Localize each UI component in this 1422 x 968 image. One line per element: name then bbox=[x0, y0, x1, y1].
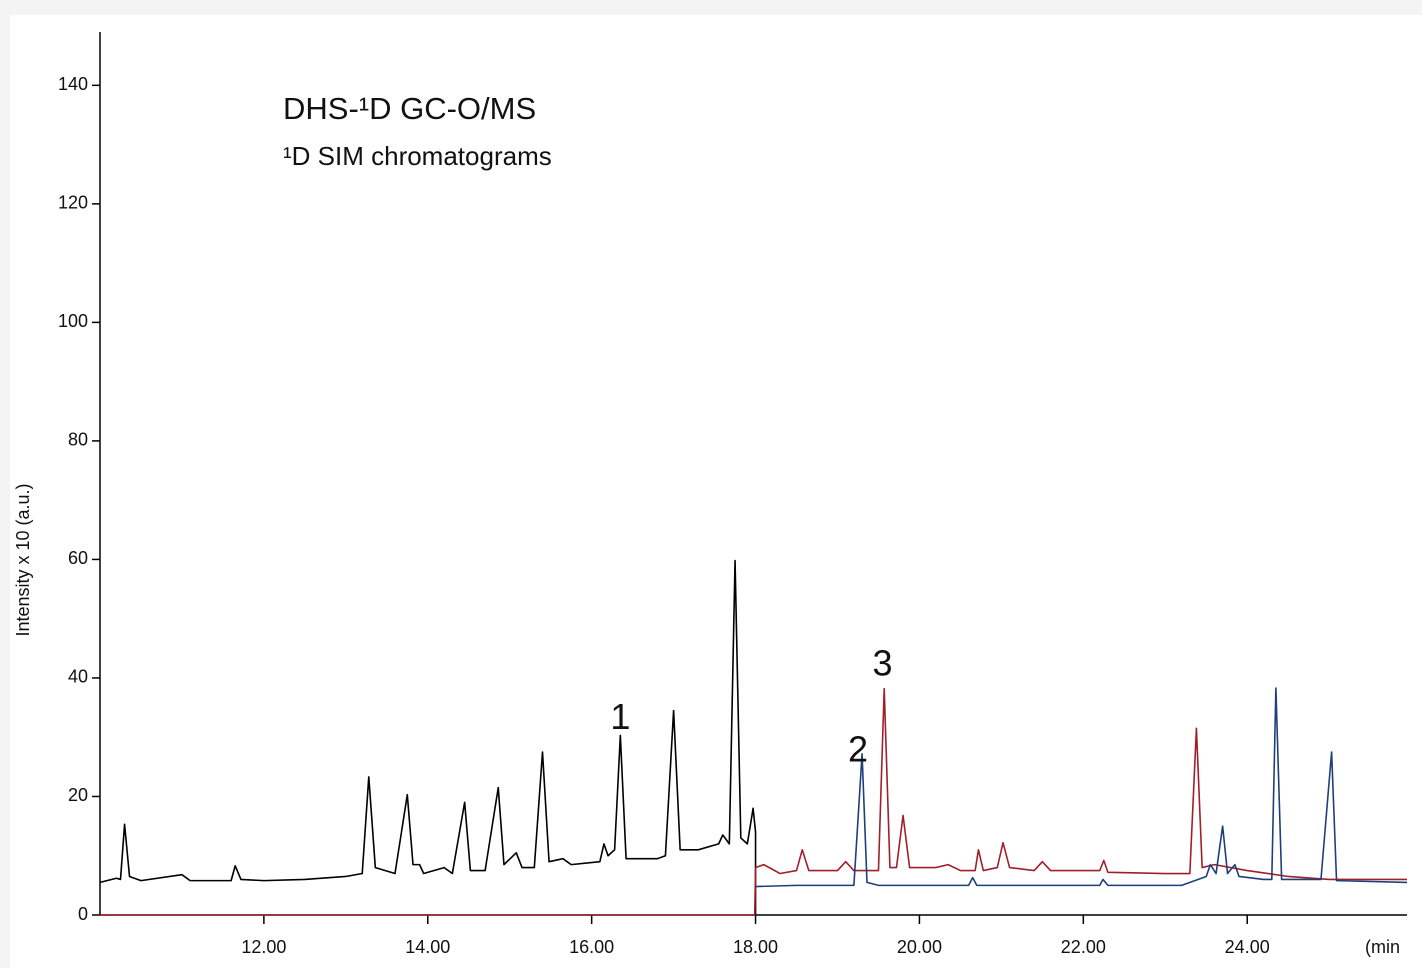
y-tick-label: 140 bbox=[58, 74, 88, 94]
peak-annotation: 3 bbox=[873, 643, 893, 684]
x-tick-label: 22.00 bbox=[1061, 937, 1106, 957]
y-tick-label: 40 bbox=[68, 667, 88, 687]
y-tick-label: 120 bbox=[58, 193, 88, 213]
chart-subtitle: ¹D SIM chromatograms bbox=[283, 141, 552, 171]
series-line bbox=[755, 687, 1408, 888]
x-axis-label: (min bbox=[1365, 937, 1400, 957]
series-line bbox=[99, 559, 757, 915]
chart-title: DHS-¹D GC-O/MS bbox=[283, 91, 536, 126]
y-axis-label: Intensity x 10 (a.u.) bbox=[13, 483, 33, 636]
y-tick-label: 0 bbox=[78, 904, 88, 924]
peak-annotation: 2 bbox=[848, 729, 868, 770]
y-tick-label: 80 bbox=[68, 430, 88, 450]
x-tick-label: 24.00 bbox=[1225, 937, 1270, 957]
x-tick-label: 16.00 bbox=[569, 937, 614, 957]
x-tick-label: 18.00 bbox=[733, 937, 778, 957]
peak-annotation: 1 bbox=[610, 696, 630, 737]
y-tick-label: 60 bbox=[68, 548, 88, 568]
x-tick-label: 14.00 bbox=[405, 937, 450, 957]
x-tick-label: 20.00 bbox=[897, 937, 942, 957]
plot-background bbox=[10, 15, 1422, 968]
y-tick-label: 100 bbox=[58, 311, 88, 331]
x-tick-label: 12.00 bbox=[241, 937, 286, 957]
series-line bbox=[100, 687, 1407, 916]
y-tick-label: 20 bbox=[68, 785, 88, 805]
